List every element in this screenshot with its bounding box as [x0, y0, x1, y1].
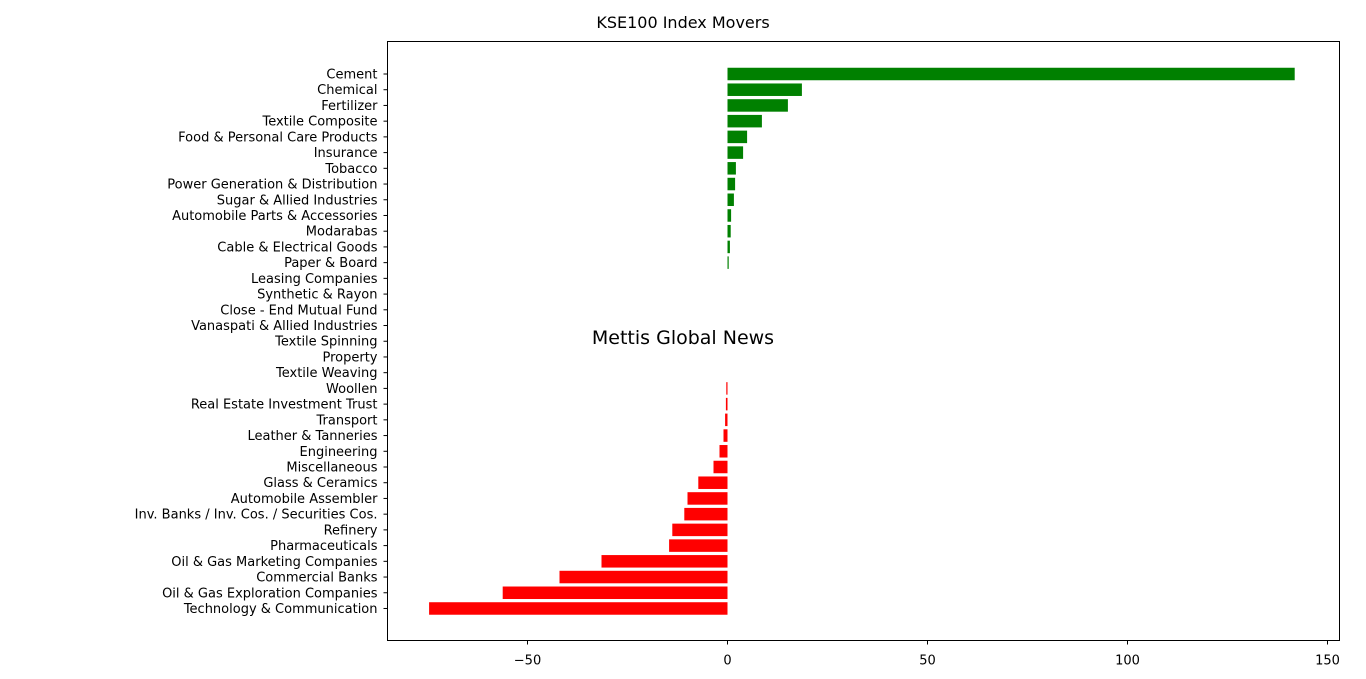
category-label: Insurance	[314, 146, 378, 161]
category-label: Textile Spinning	[274, 335, 377, 350]
bar	[672, 523, 728, 537]
category-label: Oil & Gas Exploration Companies	[162, 586, 378, 601]
bar	[727, 67, 1295, 81]
bar	[727, 162, 736, 175]
category-label: Woollen	[326, 382, 377, 397]
category-label: Chemical	[317, 83, 377, 98]
bar	[727, 177, 736, 191]
category-label: Technology & Communication	[183, 602, 378, 617]
bar	[727, 83, 802, 96]
bar	[727, 146, 744, 159]
bar	[727, 256, 729, 269]
category-label: Refinery	[324, 523, 378, 538]
category-label: Engineering	[300, 445, 378, 460]
category-label: Vanaspati & Allied Industries	[191, 319, 378, 334]
category-label: Glass & Ceramics	[263, 476, 377, 491]
category-label: Textile Weaving	[275, 366, 378, 381]
category-label: Automobile Assembler	[231, 492, 378, 507]
category-label: Paper & Board	[284, 256, 377, 271]
chart-title: KSE100 Index Movers	[596, 13, 769, 32]
x-tick-label: 0	[723, 654, 731, 669]
category-label: Property	[322, 350, 377, 365]
bar	[601, 555, 728, 568]
bar	[719, 445, 728, 458]
category-label: Sugar & Allied Industries	[217, 193, 378, 208]
category-label: Modarabas	[306, 225, 378, 240]
bar	[559, 570, 728, 584]
bar	[687, 492, 728, 505]
bar	[727, 99, 788, 112]
category-label: Pharmaceuticals	[270, 539, 378, 554]
bar	[727, 240, 730, 254]
category-label: Oil & Gas Marketing Companies	[171, 555, 377, 570]
bar	[502, 586, 728, 600]
watermark-text: Mettis Global News	[592, 327, 774, 349]
bar	[725, 397, 728, 411]
category-label: Commercial Banks	[256, 571, 378, 586]
x-axis: −50 0 50 100 150	[514, 640, 1340, 669]
category-label: Real Estate Investment Trust	[191, 398, 378, 413]
x-tick-label: 100	[1115, 654, 1140, 669]
bar	[726, 382, 728, 395]
bar	[698, 476, 728, 489]
bar	[713, 460, 728, 474]
category-label: Synthetic & Rayon	[257, 288, 377, 303]
x-tick-label: 150	[1315, 654, 1340, 669]
category-label: Tobacco	[324, 162, 377, 177]
category-label: Leasing Companies	[251, 272, 378, 287]
category-label: Miscellaneous	[286, 461, 377, 476]
category-label: Textile Composite	[261, 115, 377, 130]
bar	[727, 130, 748, 144]
category-label: Power Generation & Distribution	[167, 178, 377, 193]
x-tick-label: 50	[919, 654, 936, 669]
bar	[669, 539, 728, 552]
plot-frame	[387, 41, 1340, 641]
bar	[727, 114, 762, 128]
category-label: Close - End Mutual Fund	[220, 303, 377, 318]
bar	[727, 193, 734, 207]
bar	[684, 507, 728, 521]
category-label: Inv. Banks / Inv. Cos. / Securities Cos.	[135, 508, 378, 523]
category-label: Transport	[315, 413, 377, 428]
bar	[727, 209, 732, 222]
category-label: Automobile Parts & Accessories	[172, 209, 378, 224]
category-label: Cement	[326, 68, 377, 83]
bar	[429, 602, 728, 615]
bar	[727, 224, 731, 238]
bar	[723, 429, 728, 442]
category-label: Fertilizer	[321, 99, 378, 114]
bar	[725, 413, 728, 427]
category-label: Leather & Tanneries	[247, 429, 377, 444]
bars-layer	[429, 67, 1295, 615]
category-label: Cable & Electrical Goods	[217, 240, 377, 255]
category-label: Food & Personal Care Products	[178, 130, 378, 145]
x-tick-label: −50	[514, 654, 541, 669]
